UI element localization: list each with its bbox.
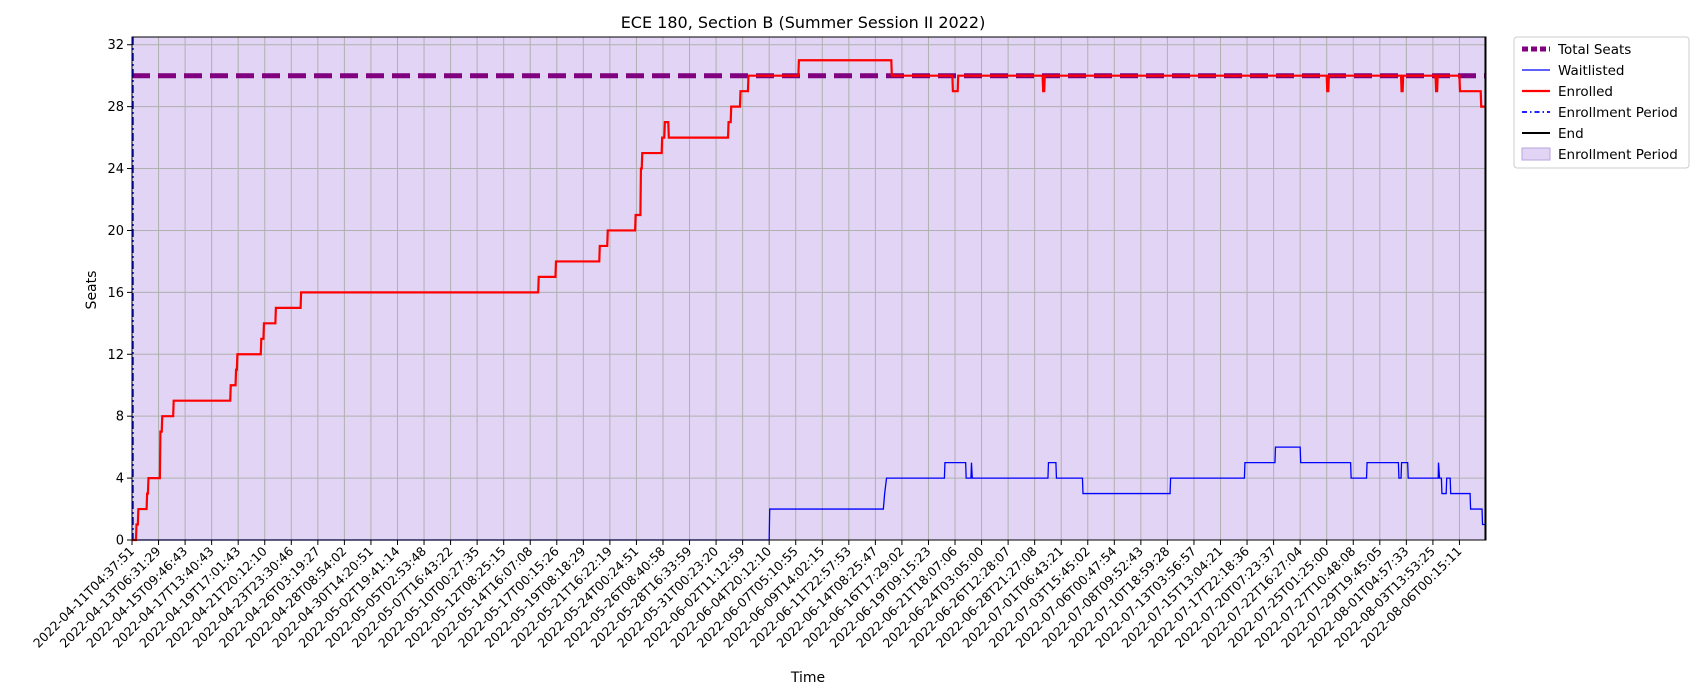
- y-tick-label: 16: [107, 286, 124, 301]
- legend-enrollment-period-shading-label: Enrollment Period: [1558, 147, 1678, 163]
- plot-frame: [131, 36, 1487, 541]
- legend-end-label: End: [1558, 126, 1584, 142]
- y-tick-label: 12: [107, 348, 124, 363]
- y-tick-label: 20: [107, 224, 124, 239]
- y-tick-label: 8: [116, 410, 124, 425]
- y-tick-label: 28: [107, 100, 124, 115]
- legend-enrolled-label: Enrolled: [1558, 84, 1613, 100]
- legend-enrollment-period-shading-swatch: [1521, 147, 1551, 161]
- y-tick-label: 24: [107, 162, 124, 177]
- legend: Total Seats Waitlisted Enrolled Enrollment …: [1513, 36, 1690, 169]
- plot-area: 0481216202428322022-04-11T04:37:512022-0…: [30, 36, 1487, 651]
- enrollment-period-shading: [132, 37, 1486, 540]
- legend-box: [1513, 36, 1690, 169]
- series-waitlisted-line: [132, 446, 1486, 541]
- x-axis-label: Time: [790, 670, 825, 686]
- legend-enrollment-period-line-label: Enrollment Period: [1558, 105, 1678, 121]
- y-tick-label: 4: [116, 472, 124, 487]
- legend-waitlisted-label: Waitlisted: [1558, 63, 1625, 79]
- legend-total-seats-label: Total Seats: [1557, 42, 1631, 58]
- chart-title: ECE 180, Section B (Summer Session II 20…: [621, 13, 986, 32]
- y-axis-label: Seats: [84, 271, 100, 310]
- y-tick-label: 0: [116, 534, 124, 549]
- y-tick-label: 32: [107, 38, 124, 53]
- series-enrolled-line: [132, 59, 1486, 542]
